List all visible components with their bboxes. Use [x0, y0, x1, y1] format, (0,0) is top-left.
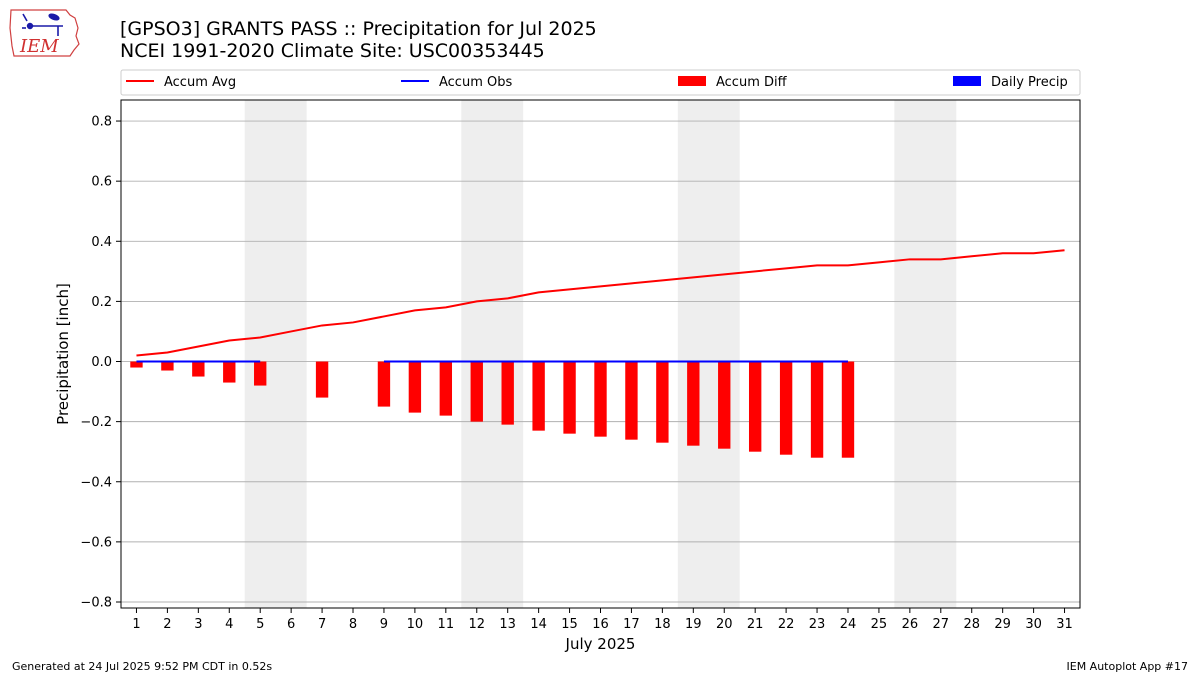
ytick-label-8: 0.8	[91, 115, 112, 130]
accum-diff-bar-day-1	[130, 361, 143, 368]
accum-diff-bar-day-13	[501, 361, 514, 425]
xtick-label-22: 22	[778, 617, 795, 632]
accum-diff-bar-day-16	[594, 361, 607, 437]
ytick-label-7: 0.6	[91, 175, 112, 190]
xtick-label-8: 8	[349, 617, 357, 632]
xtick-label-29: 29	[994, 617, 1011, 632]
xtick-label-2: 2	[163, 617, 171, 632]
xtick-label-11: 11	[438, 617, 455, 632]
ytick-label-1: −0.6	[80, 535, 112, 550]
accum-avg-line	[136, 249, 1065, 357]
accum-diff-bar-day-23	[810, 361, 824, 458]
xtick-label-26: 26	[902, 617, 919, 632]
accum-diff-bar-day-12	[470, 361, 483, 422]
weekend-band-2	[461, 100, 524, 608]
legend-label-accum-obs: Accum Obs	[439, 75, 512, 90]
legend-swatch-accum-diff	[678, 76, 706, 86]
logo-text: IEM	[19, 36, 59, 57]
generated-timestamp: Generated at 24 Jul 2025 9:52 PM CDT in …	[12, 660, 273, 673]
legend-label-accum-diff: Accum Diff	[716, 75, 788, 90]
ytick-label-0: −0.8	[80, 595, 112, 610]
accum-diff-bar-day-18	[656, 361, 669, 443]
xtick-label-4: 4	[225, 617, 233, 632]
xtick-label-27: 27	[933, 617, 950, 632]
xtick-label-1: 1	[132, 617, 140, 632]
accum-diff-bar-day-21	[748, 361, 762, 452]
xtick-label-9: 9	[380, 617, 388, 632]
ytick-label-2: −0.4	[80, 475, 112, 490]
app-id-label: IEM Autoplot App #17	[1066, 660, 1189, 673]
ytick-label-3: −0.2	[80, 415, 112, 430]
ytick-label-5: 0.2	[91, 295, 112, 310]
accum-diff-bar-day-9	[377, 361, 391, 407]
xtick-label-20: 20	[716, 617, 733, 632]
ytick-label-6: 0.4	[91, 235, 112, 250]
accum-diff-bar-day-7	[315, 361, 329, 398]
y-axis-label: Precipitation [inch]	[54, 283, 72, 425]
xtick-label-13: 13	[499, 617, 516, 632]
series-lines	[136, 249, 1065, 363]
xtick-label-10: 10	[407, 617, 424, 632]
accum-diff-bars	[130, 361, 855, 458]
xtick-label-31: 31	[1056, 617, 1073, 632]
accum-diff-bar-day-20	[718, 361, 731, 449]
xtick-label-5: 5	[256, 617, 264, 632]
xtick-label-17: 17	[623, 617, 640, 632]
legend-label-accum-avg: Accum Avg	[164, 75, 236, 90]
chart-title: [GPSO3] GRANTS PASS :: Precipitation for…	[120, 18, 597, 40]
xtick-label-16: 16	[592, 617, 609, 632]
accum-diff-bar-day-14	[532, 361, 545, 431]
accum-diff-bar-day-17	[625, 361, 638, 440]
iowa-state-outline-icon	[9, 9, 80, 57]
weekend-band-4	[894, 100, 957, 608]
x-axis-label: July 2025	[565, 635, 636, 653]
xtick-label-25: 25	[871, 617, 888, 632]
accum-diff-bar-day-10	[408, 361, 422, 413]
xtick-label-12: 12	[468, 617, 485, 632]
accum-diff-bar-day-4	[223, 361, 236, 383]
legend: Accum Avg Accum Obs Accum Diff Daily Precip	[120, 69, 1081, 96]
weather-instruments-icon	[22, 13, 63, 36]
accum-diff-bar-day-24	[841, 361, 855, 458]
x-axis-ticks: 1 2 3 4 5 6 7 8 9 10 11 12 13 14 15 16 17 18 19 20 21 22 23 24 2…	[132, 608, 1073, 632]
xtick-label-19: 19	[685, 617, 702, 632]
xtick-label-3: 3	[194, 617, 202, 632]
accum-diff-bar-day-11	[439, 361, 453, 416]
xtick-label-23: 23	[809, 617, 826, 632]
ytick-label-4: 0.0	[91, 355, 112, 370]
xtick-label-7: 7	[318, 617, 326, 632]
iem-logo: IEM	[9, 9, 80, 57]
weekend-band-3	[677, 100, 740, 608]
weekend-shading	[244, 100, 957, 608]
xtick-label-18: 18	[654, 617, 671, 632]
xtick-label-24: 24	[840, 617, 857, 632]
xtick-label-6: 6	[287, 617, 295, 632]
legend-label-daily-precip: Daily Precip	[991, 75, 1068, 90]
legend-frame	[120, 69, 1081, 96]
accum-diff-bar-day-3	[192, 361, 205, 377]
xtick-label-14: 14	[530, 617, 547, 632]
accum-diff-bar-day-2	[161, 361, 174, 371]
y-axis-ticks: −0.8 −0.6 −0.4 −0.2 0.0 0.2 0.4 0.6 0.8	[80, 115, 121, 610]
xtick-label-15: 15	[561, 617, 578, 632]
weekend-band-1	[244, 100, 307, 608]
chart-subtitle: NCEI 1991-2020 Climate Site: USC00353445	[120, 40, 545, 62]
accum-diff-bar-day-15	[563, 361, 576, 434]
accum-diff-bar-day-22	[779, 361, 793, 455]
xtick-label-30: 30	[1025, 617, 1042, 632]
accum-diff-bar-day-19	[687, 361, 700, 446]
accum-diff-bar-day-5	[254, 361, 267, 386]
legend-swatch-daily-precip	[953, 76, 981, 86]
xtick-label-21: 21	[747, 617, 764, 632]
xtick-label-28: 28	[963, 617, 980, 632]
